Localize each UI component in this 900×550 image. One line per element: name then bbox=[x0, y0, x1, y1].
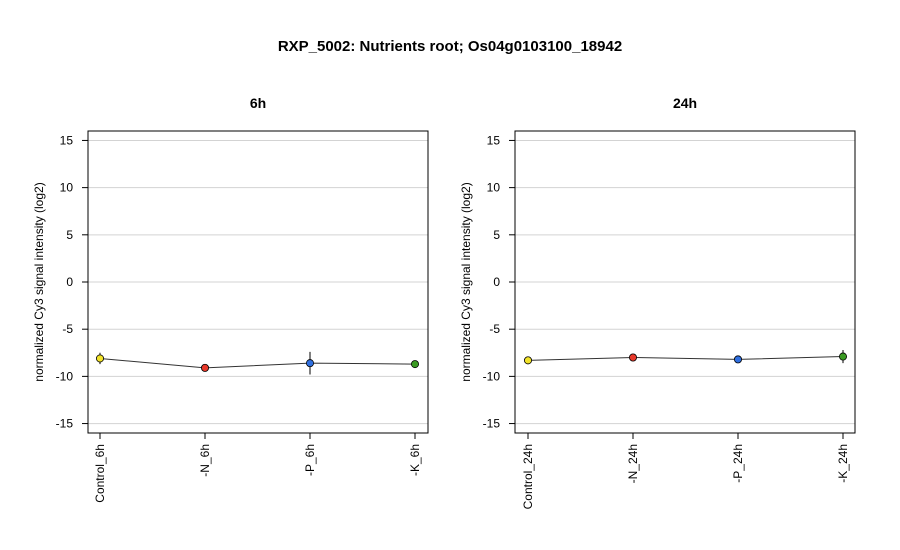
series-line bbox=[527, 356, 844, 361]
data-point-Control_6h bbox=[96, 354, 105, 363]
y-axis-label: normalized Cy3 signal intensity (log2) bbox=[32, 182, 46, 381]
x-tick-label: -N_6h bbox=[198, 444, 212, 477]
data-point--P_6h bbox=[305, 359, 314, 368]
chart-main-title: RXP_5002: Nutrients root; Os04g0103100_1… bbox=[277, 38, 623, 55]
y-tick-label: 10 bbox=[60, 181, 74, 195]
x-tick-label: -N_24h bbox=[626, 444, 640, 483]
data-point--P_24h bbox=[734, 355, 743, 364]
x-tick-label: -P_6h bbox=[303, 444, 317, 476]
panel-title-0: 6h bbox=[250, 95, 266, 111]
y-tick-label: 15 bbox=[487, 133, 501, 147]
y-tick-label: -10 bbox=[56, 369, 74, 383]
y-tick-label: -5 bbox=[62, 322, 73, 336]
panel-title-1: 24h bbox=[673, 95, 697, 111]
y-tick-label: -15 bbox=[483, 417, 501, 431]
y-tick-label: -15 bbox=[56, 417, 74, 431]
data-point--K_6h bbox=[410, 360, 419, 369]
y-tick-label: -5 bbox=[489, 322, 500, 336]
plot-frame bbox=[514, 130, 856, 434]
x-tick-label: Control_24h bbox=[521, 444, 535, 509]
data-point--K_24h bbox=[839, 352, 848, 361]
y-tick-label: -10 bbox=[483, 369, 501, 383]
y-tick-label: 5 bbox=[493, 228, 500, 242]
x-tick-label: -P_24h bbox=[731, 444, 745, 483]
x-tick-label: -K_6h bbox=[408, 444, 422, 476]
y-axis-label: normalized Cy3 signal intensity (log2) bbox=[459, 182, 473, 381]
y-tick-label: 0 bbox=[66, 275, 73, 289]
x-tick-label: -K_24h bbox=[836, 444, 850, 483]
y-tick-label: 15 bbox=[60, 133, 74, 147]
y-tick-label: 5 bbox=[66, 228, 73, 242]
series-line bbox=[99, 357, 416, 369]
data-point-Control_24h bbox=[524, 356, 533, 365]
x-tick-label: Control_6h bbox=[93, 444, 107, 503]
data-point--N_24h bbox=[629, 353, 638, 362]
data-point--N_6h bbox=[200, 363, 209, 372]
y-tick-label: 10 bbox=[487, 181, 501, 195]
plot-frame bbox=[87, 130, 429, 434]
y-tick-label: 0 bbox=[493, 275, 500, 289]
